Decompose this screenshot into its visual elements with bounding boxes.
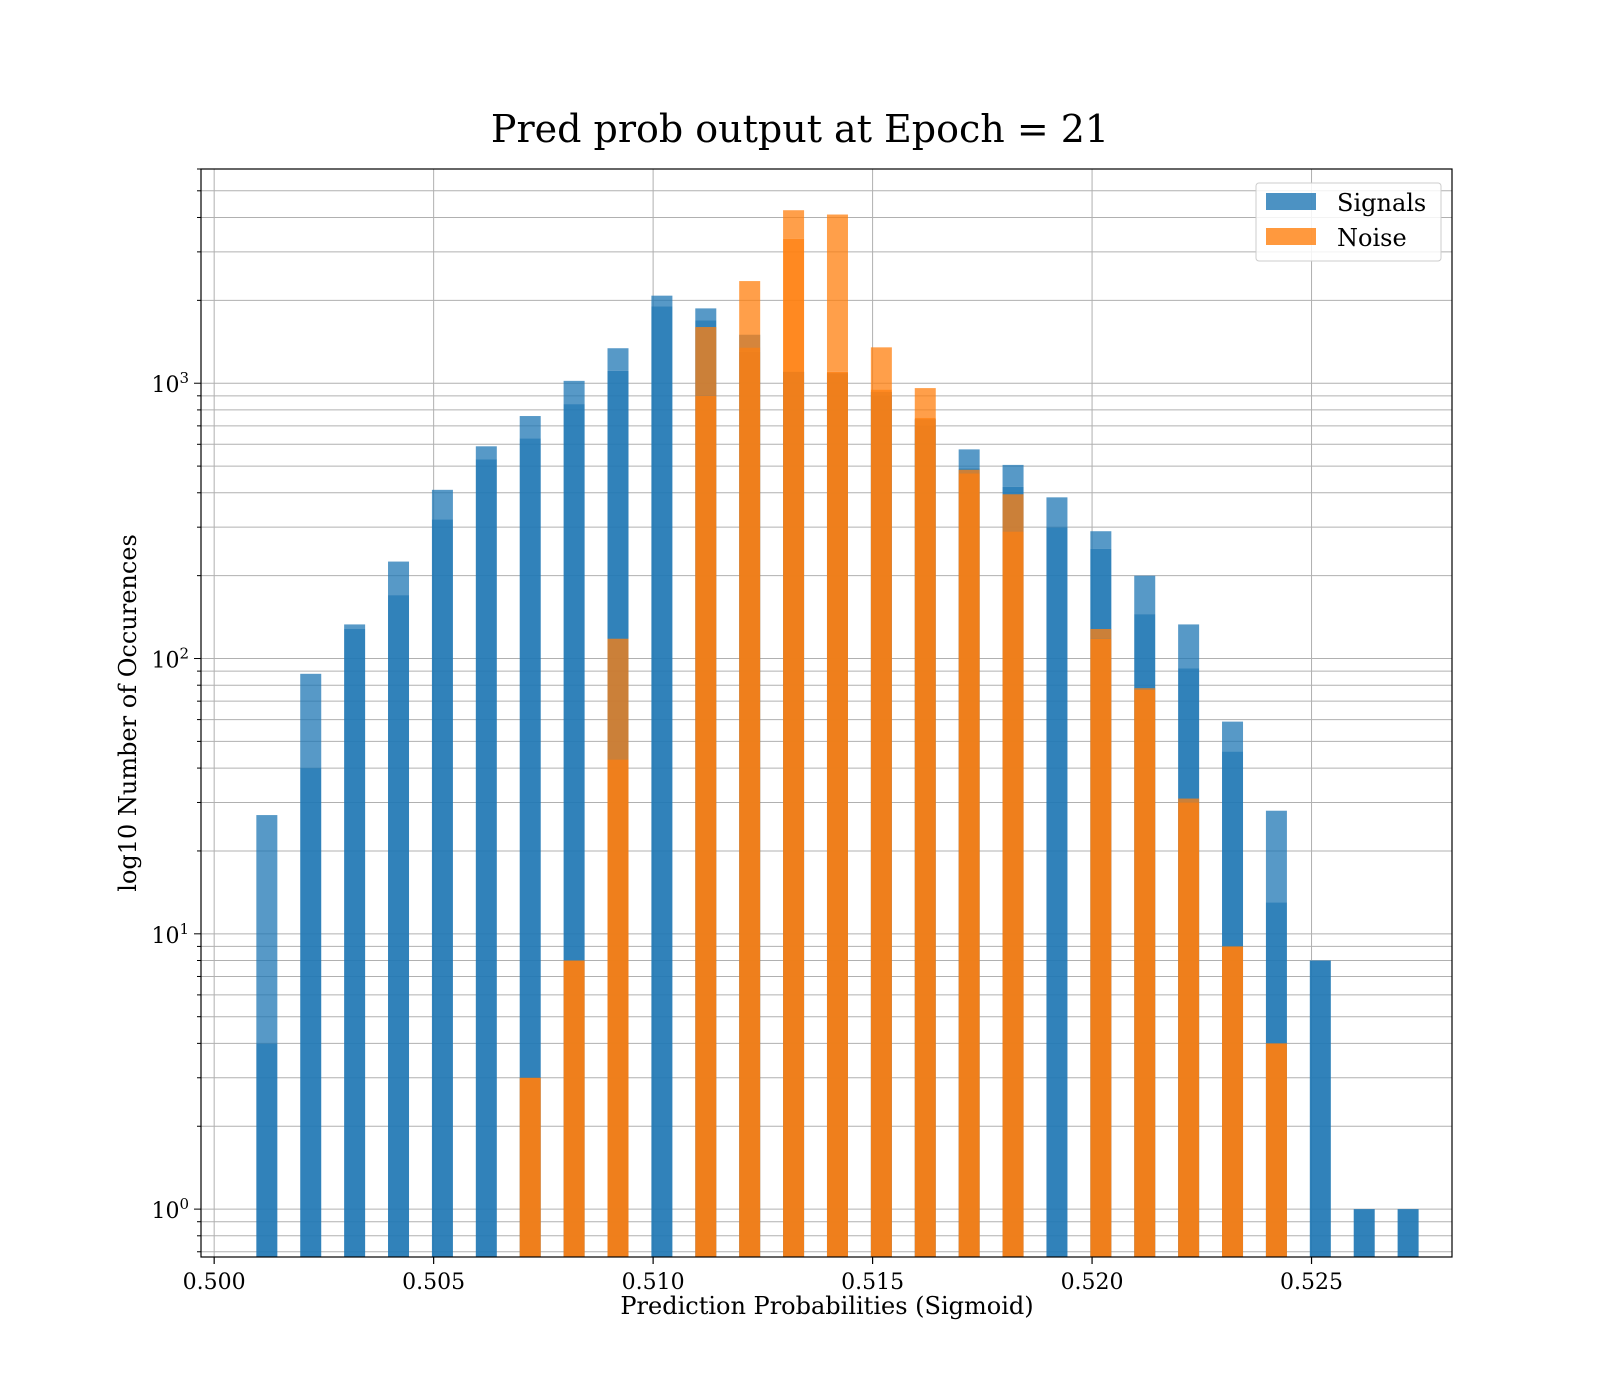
bar-noise — [563, 960, 585, 1257]
bar-noise — [783, 238, 805, 1257]
bar-signals-cap — [1134, 575, 1156, 615]
bar-signals — [431, 519, 453, 1257]
legend-swatch-noise — [1266, 228, 1316, 245]
bar-signals-cap — [563, 380, 585, 405]
bar-noise — [1222, 946, 1244, 1257]
bar-signals-cap — [1222, 721, 1244, 752]
bar-noise-cap — [695, 327, 717, 396]
plot-frame — [200, 168, 1453, 1258]
bar-noise — [870, 389, 892, 1257]
bar-signals — [344, 629, 366, 1257]
bar-noise-cap — [1002, 494, 1024, 532]
bar-noise — [1002, 531, 1024, 1257]
x-axis-ticks: 0.500 0.505 0.510 0.515 0.520 0.525 — [183, 1257, 1343, 1295]
legend-label-noise: Noise — [1337, 224, 1407, 252]
bar-signals — [519, 438, 541, 1257]
y-axis-ticks: 100 101 102 103 — [151, 168, 201, 1253]
bar-signals — [388, 595, 410, 1257]
bar-noise-cap — [739, 281, 761, 348]
x-tick-label: 0.505 — [402, 1270, 465, 1295]
x-tick-label: 0.515 — [841, 1270, 904, 1295]
bar-signals-cap — [1090, 531, 1112, 549]
bar-noise-cap — [826, 214, 848, 372]
bar-noise-cap — [914, 388, 936, 418]
bar-noise — [739, 347, 761, 1258]
bar-noise — [1090, 638, 1112, 1257]
bar-signals — [1309, 960, 1331, 1257]
bar-signals-cap — [1178, 624, 1200, 669]
y-tick-label: 100 — [151, 1195, 189, 1224]
bar-noise-cap — [1178, 798, 1200, 803]
bar-signals-cap — [256, 815, 278, 1044]
bar-signals — [1397, 1209, 1419, 1257]
bar-noise-cap — [607, 638, 629, 760]
bar-noise-cap — [1134, 688, 1156, 690]
bar-signals-cap — [1265, 810, 1287, 903]
grid — [201, 168, 1452, 1257]
bar-noise — [914, 417, 936, 1257]
bar-signals-cap — [519, 416, 541, 439]
bar-noise-cap — [1090, 629, 1112, 639]
bars — [256, 210, 1419, 1258]
bar-noise — [607, 759, 629, 1257]
bar-signals-cap — [958, 449, 980, 469]
bar-noise — [826, 371, 848, 1258]
bar-signals — [1353, 1209, 1375, 1257]
bar-noise — [1265, 1043, 1287, 1257]
x-tick-label: 0.510 — [622, 1270, 685, 1295]
y-tick-label: 101 — [151, 920, 189, 949]
bar-noise — [958, 473, 980, 1257]
bar-noise — [1178, 802, 1200, 1257]
y-axis-label: log10 Number of Occurences — [114, 534, 142, 892]
bar-noise — [519, 1077, 541, 1257]
bar-noise-cap — [958, 469, 980, 474]
bar-noise — [1134, 689, 1156, 1257]
bar-signals-cap — [300, 673, 322, 769]
bar-signals-cap — [431, 489, 453, 520]
x-tick-label: 0.520 — [1061, 1270, 1124, 1295]
x-axis-label: Prediction Probabilities (Sigmoid) — [620, 1292, 1033, 1320]
chart-title: Pred prob output at Epoch = 21 — [491, 107, 1109, 151]
bar-noise-cap — [783, 210, 805, 239]
legend-label-signals: Signals — [1337, 189, 1426, 217]
bar-signals-cap — [344, 624, 366, 630]
x-tick-label: 0.525 — [1280, 1270, 1343, 1295]
bar-signals — [651, 306, 673, 1257]
bar-signals-cap — [607, 348, 629, 371]
bar-signals-cap — [1046, 497, 1068, 528]
bar-signals-cap — [475, 446, 497, 460]
bar-signals — [475, 459, 497, 1257]
y-tick-label: 102 — [151, 645, 189, 674]
bar-signals — [256, 1043, 278, 1257]
bar-noise-cap — [870, 347, 892, 390]
bar-signals-cap — [695, 308, 717, 321]
y-tick-label: 103 — [151, 369, 189, 398]
legend: Signals Noise — [1255, 182, 1442, 262]
bar-noise — [695, 395, 717, 1257]
bar-signals — [1046, 527, 1068, 1257]
legend-swatch-signals — [1266, 193, 1316, 210]
bar-signals-cap — [1002, 464, 1024, 487]
bar-signals-cap — [388, 561, 410, 596]
x-tick-label: 0.500 — [183, 1270, 246, 1295]
bar-signals — [300, 768, 322, 1257]
bar-signals-cap — [651, 295, 673, 307]
